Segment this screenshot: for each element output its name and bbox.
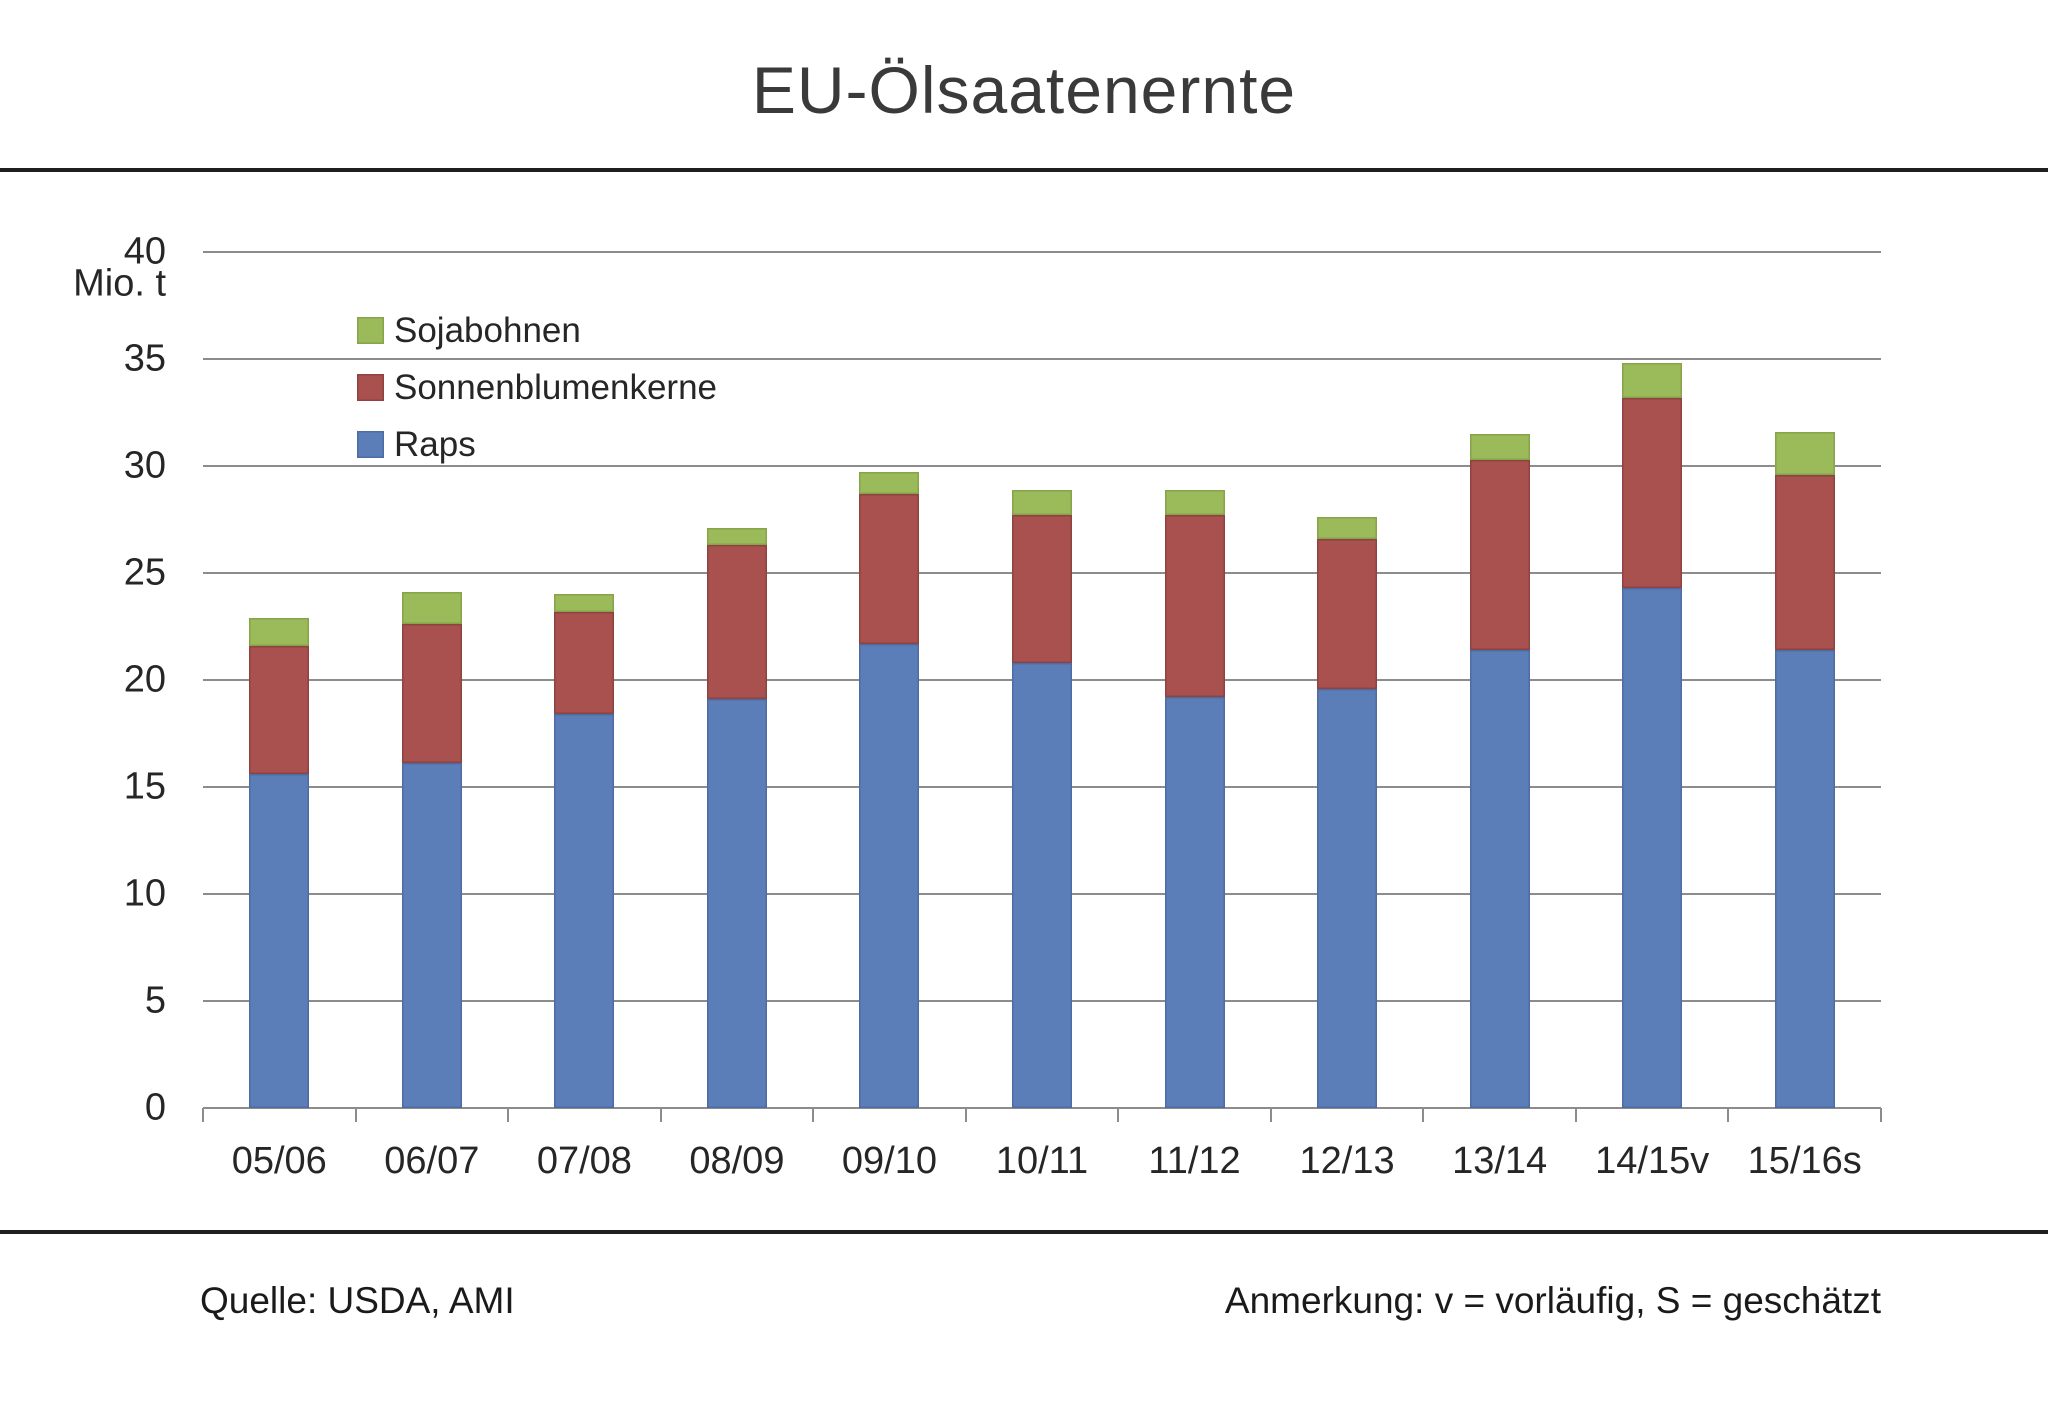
- bar-segment-sonnenblumenkerne: [401, 624, 462, 764]
- bar-segment-sonnenblumenkerne: [1012, 515, 1072, 663]
- legend-swatch-sonnenblumenkerne: [357, 374, 384, 401]
- bar-15-16s: [1774, 431, 1835, 1108]
- bar-segment-sojabohnen: [859, 472, 920, 494]
- bar-segment-raps: [249, 774, 310, 1108]
- x-axis-tick: [202, 1108, 204, 1122]
- x-axis-label: 09/10: [841, 1140, 937, 1182]
- bar-11-12: [1164, 489, 1225, 1108]
- y-axis-tick-label: 20: [123, 658, 166, 701]
- x-axis-tick: [354, 1108, 357, 1122]
- y-axis-tick-label: 0: [144, 1086, 166, 1129]
- x-axis-tick: [1422, 1108, 1425, 1122]
- bar-segment-raps: [1164, 697, 1225, 1108]
- bar-13-14: [1469, 433, 1530, 1108]
- x-axis-labels: 05/06 06/07 07/08 08/09 09/10 10/11 11/12 12/13…: [203, 1140, 1881, 1188]
- bar-segment-sojabohnen: [1012, 489, 1072, 516]
- y-axis-tick-label: 5: [144, 979, 166, 1022]
- chart-title: EU-Ölsaatenernte: [751, 53, 1297, 127]
- bar-10-11: [1012, 489, 1072, 1108]
- bar-08-09: [706, 528, 767, 1108]
- bar-segment-sonnenblumenkerne: [1469, 459, 1530, 651]
- x-axis-label: 15/16s: [1747, 1140, 1862, 1182]
- chart-legend: Sojabohnen Sonnenblumenkerne Raps: [357, 302, 717, 473]
- bar-segment-sonnenblumenkerne: [1317, 538, 1378, 689]
- y-axis-tick-label: 35: [123, 337, 166, 380]
- x-axis-label: 14/15v: [1595, 1140, 1710, 1182]
- x-axis-label: 07/08: [536, 1140, 632, 1182]
- y-axis-tick-label: 15: [123, 765, 166, 808]
- bar-segment-raps: [1774, 650, 1835, 1108]
- gridline-30: [203, 465, 1881, 467]
- gridline-40: [203, 251, 1881, 253]
- x-axis-tick: [1880, 1108, 1882, 1122]
- bar-segment-sojabohnen: [554, 594, 615, 612]
- y-axis-tick-label: 40: [123, 230, 166, 273]
- bar-09-10: [859, 472, 920, 1108]
- legend-swatch-sojabohnen: [357, 317, 384, 344]
- source-note: Quelle: USDA, AMI: [200, 1280, 515, 1321]
- bar-segment-sojabohnen: [401, 592, 462, 625]
- bar-segment-sonnenblumenkerne: [1164, 515, 1225, 698]
- bar-segment-sojabohnen: [1469, 433, 1530, 460]
- x-axis-line: [203, 1107, 1881, 1109]
- bar-05-06: [249, 617, 310, 1108]
- y-axis-unit-label: Mio. t: [73, 262, 166, 305]
- top-divider: [0, 168, 2048, 172]
- y-axis-tick-label: 30: [123, 444, 166, 487]
- gridline-35: [203, 358, 1881, 360]
- bar-segment-sonnenblumenkerne: [249, 645, 310, 775]
- x-axis-label: 05/06: [231, 1140, 327, 1182]
- x-axis-label: 06/07: [384, 1140, 480, 1182]
- bar-segment-sojabohnen: [249, 617, 310, 646]
- bar-segment-sojabohnen: [1622, 363, 1683, 398]
- legend-label: Raps: [394, 425, 476, 464]
- plot-area: [202, 251, 1882, 1122]
- bar-segment-raps: [1317, 688, 1378, 1108]
- bar-segment-sojabohnen: [1774, 431, 1835, 475]
- bar-segment-raps: [1622, 587, 1683, 1108]
- y-axis-tick-label: 10: [123, 872, 166, 915]
- x-axis-label: 11/12: [1148, 1140, 1241, 1182]
- bar-06-07: [401, 592, 462, 1108]
- legend-label: Sonnenblumenkerne: [394, 368, 718, 407]
- x-axis-tick: [1117, 1108, 1120, 1122]
- x-axis-tick: [1574, 1108, 1577, 1122]
- x-axis-label: 13/14: [1452, 1140, 1548, 1182]
- bar-segment-raps: [554, 714, 615, 1108]
- x-axis-tick: [964, 1108, 967, 1122]
- bar-segment-raps: [706, 699, 767, 1108]
- x-axis-tick: [812, 1108, 815, 1122]
- x-axis-label: 12/13: [1299, 1140, 1395, 1182]
- x-axis-tick: [659, 1108, 662, 1122]
- bar-segment-raps: [1012, 662, 1072, 1108]
- bar-segment-sonnenblumenkerne: [1774, 474, 1835, 651]
- x-axis-tick: [1269, 1108, 1272, 1122]
- x-axis-label: 08/09: [689, 1140, 785, 1182]
- bar-segment-raps: [859, 643, 920, 1108]
- bar-segment-sojabohnen: [1164, 489, 1225, 516]
- x-axis-tick: [507, 1108, 510, 1122]
- bar-14-15v: [1622, 363, 1683, 1108]
- bar-segment-sonnenblumenkerne: [706, 545, 767, 700]
- legend-item-raps: Raps: [357, 416, 717, 473]
- annotation-note: Anmerkung: v = vorläufig, S = geschätzt: [1224, 1280, 1881, 1321]
- legend-item-sonnenblumenkerne: Sonnenblumenkerne: [357, 359, 717, 416]
- bar-segment-sojabohnen: [1317, 517, 1378, 539]
- legend-label: Sojabohnen: [394, 311, 581, 350]
- bar-segment-raps: [1469, 650, 1530, 1108]
- bar-12-13: [1317, 517, 1378, 1108]
- bottom-divider: [0, 1230, 2048, 1234]
- x-axis-label: 10/11: [995, 1140, 1089, 1182]
- legend-item-sojabohnen: Sojabohnen: [357, 302, 717, 359]
- x-axis-tick: [1727, 1108, 1730, 1122]
- bar-segment-raps: [401, 763, 462, 1108]
- y-axis-tick-label: 25: [123, 551, 166, 594]
- bar-07-08: [554, 594, 615, 1108]
- bar-segment-sonnenblumenkerne: [554, 611, 615, 715]
- legend-swatch-raps: [357, 431, 384, 458]
- bar-segment-sonnenblumenkerne: [1622, 397, 1683, 588]
- bar-segment-sojabohnen: [706, 528, 767, 546]
- bar-segment-sonnenblumenkerne: [859, 493, 920, 644]
